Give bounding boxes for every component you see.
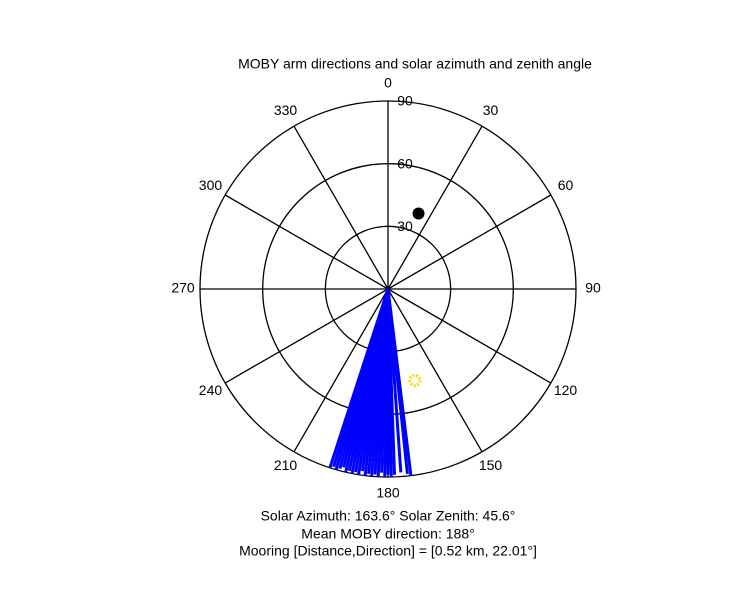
mooring-marker <box>412 207 425 220</box>
theta-tick-label: 330 <box>274 102 298 118</box>
spoke <box>293 125 389 290</box>
theta-tick-label: 300 <box>199 177 223 193</box>
theta-tick-label: 30 <box>483 102 499 118</box>
spoke <box>387 288 552 384</box>
theta-tick-label: 240 <box>199 382 223 398</box>
annotation: Mean MOBY direction: 188° <box>301 526 474 542</box>
theta-tick-label: 270 <box>171 280 195 296</box>
spoke <box>224 288 389 384</box>
spoke <box>387 288 483 453</box>
annotation: Mooring [Distance,Direction] = [0.52 km,… <box>239 543 537 559</box>
chart-title: MOBY arm directions and solar azimuth an… <box>238 56 592 72</box>
theta-tick-label: 0 <box>384 75 392 91</box>
r-tick-label: 30 <box>397 218 413 234</box>
r-tick-label: 60 <box>397 155 413 171</box>
spoke <box>224 194 389 290</box>
sun-marker <box>408 373 422 387</box>
theta-tick-label: 150 <box>479 457 503 473</box>
arm-direction <box>328 288 390 469</box>
theta-tick-label: 60 <box>558 177 574 193</box>
r-tick-label: 90 <box>397 93 413 109</box>
theta-tick-label: 210 <box>274 457 298 473</box>
spoke <box>387 125 483 290</box>
spoke <box>387 194 552 290</box>
theta-tick-label: 180 <box>376 485 400 501</box>
theta-tick-label: 120 <box>554 382 578 398</box>
annotation: Solar Azimuth: 163.6° Solar Zenith: 45.6… <box>261 508 516 524</box>
spoke <box>293 288 389 453</box>
theta-tick-label: 90 <box>585 280 601 296</box>
